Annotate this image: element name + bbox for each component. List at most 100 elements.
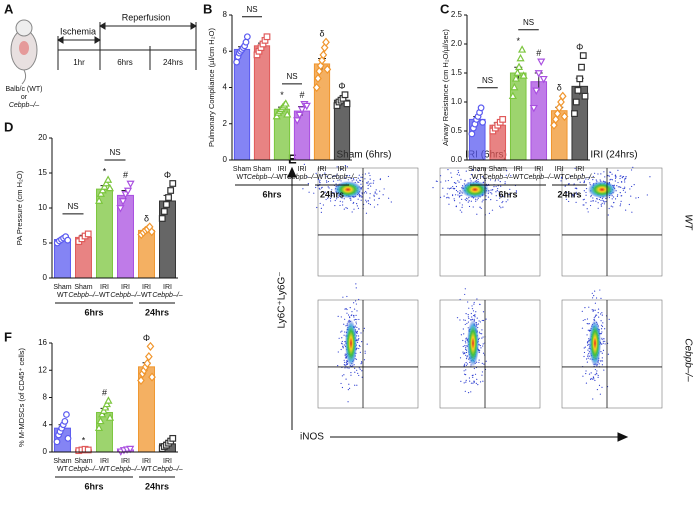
event-dot [337, 196, 339, 198]
x-tick-label: IRI [278, 166, 287, 173]
strain-label: Balb/c (WT) [6, 86, 43, 93]
event-dot [439, 196, 442, 198]
event-dot [587, 344, 589, 346]
data-point [578, 63, 585, 71]
event-dot [620, 200, 622, 202]
x-tick-label: IRI [100, 458, 109, 465]
event-dot [354, 300, 357, 302]
event-dot [493, 186, 495, 188]
event-dot [625, 209, 627, 211]
x-tick-label: IRI [534, 166, 543, 173]
event-dot [468, 200, 470, 202]
event-dot [561, 176, 563, 178]
event-dot [345, 378, 347, 380]
event-dot [485, 198, 487, 201]
event-dot [473, 367, 475, 370]
x-tick-label: IRI [514, 166, 523, 173]
data-point [343, 100, 351, 108]
event-dot [507, 199, 509, 201]
event-dot [458, 181, 460, 183]
event-dot [349, 307, 351, 309]
event-dot [471, 374, 473, 377]
event-dot [339, 204, 341, 207]
event-dot [347, 401, 349, 403]
data-point [61, 417, 69, 425]
panel-letter: A [4, 1, 14, 16]
event-dot [469, 380, 471, 382]
event-dot [451, 194, 454, 197]
event-dot [366, 343, 368, 345]
data-point [551, 114, 560, 124]
event-dot [465, 338, 467, 340]
event-dot [633, 184, 635, 186]
event-dot [445, 180, 447, 182]
event-dot [350, 374, 352, 376]
event-dot [350, 371, 352, 374]
event-dot [591, 297, 594, 299]
data-point [283, 110, 292, 118]
event-dot [502, 195, 504, 198]
event-dot [338, 176, 340, 178]
x-tick-label: WT [57, 466, 69, 473]
data-point [123, 187, 133, 196]
x-tick-label: IRI [555, 166, 564, 173]
x-tick-label: Cebpb–/– [327, 174, 357, 181]
event-dot [597, 308, 600, 310]
density-blob [467, 319, 479, 367]
event-dot [474, 373, 477, 375]
x-tick-label: Cebpb–/– [247, 174, 277, 181]
event-dot [358, 179, 361, 181]
event-dot [357, 372, 359, 374]
event-dot [450, 187, 452, 189]
event-dot [374, 192, 376, 194]
event-dot [593, 295, 595, 297]
data-point [96, 416, 105, 425]
event-dot [465, 369, 467, 371]
event-dot [587, 178, 589, 180]
event-dot [581, 327, 584, 329]
event-dot [456, 173, 458, 175]
event-dot [348, 367, 350, 369]
event-dot [500, 185, 502, 187]
event-dot [368, 172, 370, 174]
flow-plot [317, 299, 419, 409]
event-dot [376, 193, 378, 195]
event-dot [469, 319, 472, 321]
data-point [539, 75, 548, 84]
event-dot [515, 190, 517, 192]
event-dot [574, 167, 576, 170]
event-dot [488, 212, 491, 214]
event-dot [363, 327, 365, 329]
x-tick-label: Sham [468, 166, 486, 173]
event-dot [482, 181, 485, 183]
phase-label: Reperfusion [122, 12, 171, 22]
event-dot [476, 298, 478, 300]
event-dot [575, 193, 578, 195]
event-dot [363, 359, 366, 361]
event-dot [610, 205, 612, 207]
event-dot [564, 185, 566, 187]
timeline [57, 22, 197, 70]
event-dot [594, 315, 596, 318]
event-dot [454, 194, 457, 196]
event-dot [343, 374, 345, 376]
x-tick-label: Cebpb–/– [152, 292, 182, 299]
event-dot [353, 179, 355, 181]
x-tick-label: Cebpb–/– [68, 292, 98, 299]
event-dot [473, 176, 475, 179]
event-dot [476, 317, 478, 319]
event-dot [350, 178, 352, 180]
event-dot [466, 356, 468, 358]
y-tick-label: 8 [43, 393, 48, 402]
event-dot [453, 198, 455, 200]
event-dot [448, 188, 451, 190]
event-dot [327, 186, 329, 188]
event-dot [325, 198, 327, 201]
event-dot [593, 309, 595, 311]
event-dot [483, 177, 485, 179]
event-dot [464, 293, 466, 296]
event-dot [635, 197, 637, 199]
event-dot [601, 357, 603, 359]
event-dot [575, 201, 577, 203]
event-dot [467, 198, 469, 200]
